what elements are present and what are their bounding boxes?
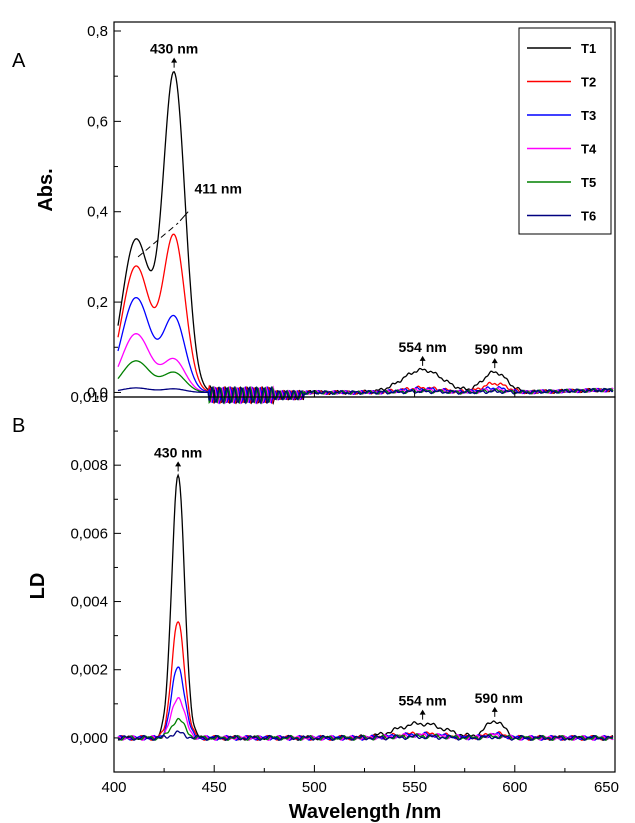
panel-b-annotation-590nm-label: 590 nm bbox=[475, 690, 523, 706]
panel-b-ytick-label: 0,004 bbox=[70, 594, 108, 611]
legend-label-t2: T2 bbox=[581, 75, 596, 90]
panel-b-label: B bbox=[12, 415, 25, 437]
panel-b-ytick-label: 0,002 bbox=[70, 662, 108, 679]
panel-a-legend-box bbox=[518, 27, 612, 235]
panel-a-annotation-554nm-arrowhead bbox=[419, 355, 426, 361]
legend-label-t3: T3 bbox=[581, 108, 596, 123]
panel-a-annotation-590nm-label: 590 nm bbox=[475, 341, 523, 357]
panel-b-xtick-label: 650 bbox=[594, 779, 619, 796]
panel-b-annotation-430nm-label: 430 nm bbox=[154, 444, 202, 460]
panel-b-xtick-label: 500 bbox=[302, 779, 327, 796]
panel-b-series-line-t1 bbox=[117, 473, 614, 742]
panel-b-series-line-t6 bbox=[117, 730, 614, 742]
panel-b-xtick-label: 450 bbox=[202, 779, 227, 796]
panel-b-x-ticks: 400 450 500 550 600 650 bbox=[101, 390, 619, 796]
legend-label-t6: T6 bbox=[581, 209, 596, 224]
panel-a-series-line-t2 bbox=[117, 233, 614, 405]
panel-a-ytick-label: 0,0 bbox=[87, 384, 108, 401]
panel-a-label: A bbox=[12, 50, 26, 72]
panel-a-annotation-554nm-label: 554 nm bbox=[398, 339, 446, 355]
panel-a-annotation-411nm-arrow bbox=[179, 211, 189, 222]
panel-b-annotation-590nm-arrowhead bbox=[491, 706, 498, 712]
panel-a-ytick-label: 0,2 bbox=[87, 294, 108, 311]
panel-b-annotation-554nm-arrowhead bbox=[419, 709, 426, 715]
panel-b-ylabel: LD bbox=[27, 573, 49, 600]
panel-b-series-line-t3 bbox=[117, 666, 614, 742]
panel-b-annotations: 430 nm 554 nm 590 nm bbox=[154, 444, 523, 720]
panel-a-series bbox=[117, 70, 614, 406]
panel-a-ytick-label: 0,6 bbox=[87, 113, 108, 130]
panel-b-xtick-label: 400 bbox=[101, 779, 126, 796]
panel-a-ytick-label: 0,4 bbox=[87, 204, 108, 221]
panel-b-xlabel: Wavelength /nm bbox=[289, 801, 442, 823]
panel-b-ytick-label: 0,008 bbox=[70, 457, 108, 474]
panel-b-ytick-label: 0,010 bbox=[70, 389, 108, 406]
panel-b-y-ticks: 0,000 0,002 0,004 0,006 0,008 0,010 bbox=[70, 389, 121, 747]
panel-a-annotation-411nm-label: 411 nm bbox=[194, 181, 241, 197]
panel-b-ytick-label: 0,000 bbox=[70, 730, 108, 747]
panel-a-series-line-t6 bbox=[117, 385, 614, 405]
legend-label-t5: T5 bbox=[581, 175, 596, 190]
panel-b-series bbox=[117, 473, 614, 742]
panel-b-series-line-t2 bbox=[117, 620, 614, 742]
panel-b-xtick-label: 600 bbox=[502, 779, 527, 796]
panel-a-ytick-label: 0,8 bbox=[87, 23, 108, 40]
panel-b-xtick-label: 550 bbox=[402, 779, 427, 796]
panel-a-dashed-line bbox=[137, 222, 179, 258]
panel-a-annotation-590nm-arrowhead bbox=[491, 358, 498, 364]
panel-b-series-line-t5 bbox=[117, 717, 614, 742]
panel-a-y-ticks: 0,0 0,2 0,4 0,6 0,8 bbox=[87, 23, 121, 401]
panel-b-annotation-430nm-arrowhead bbox=[175, 461, 182, 467]
panel-a-annotation-430nm-label: 430 nm bbox=[150, 41, 198, 57]
panel-b-annotation-554nm-label: 554 nm bbox=[398, 693, 446, 709]
panel-a-ylabel: Abs. bbox=[35, 168, 57, 211]
panel-a-legend: T1 T2 T3 T4 T5 T6 bbox=[518, 27, 612, 235]
legend-label-t4: T4 bbox=[581, 142, 597, 157]
legend-label-t1: T1 bbox=[581, 41, 596, 56]
panel-a-annotation-430nm-arrowhead bbox=[171, 57, 178, 63]
panel-b-ytick-label: 0,006 bbox=[70, 525, 108, 542]
panel-a-annotations: 430 nm 411 nm 554 nm 590 nm bbox=[150, 41, 523, 369]
